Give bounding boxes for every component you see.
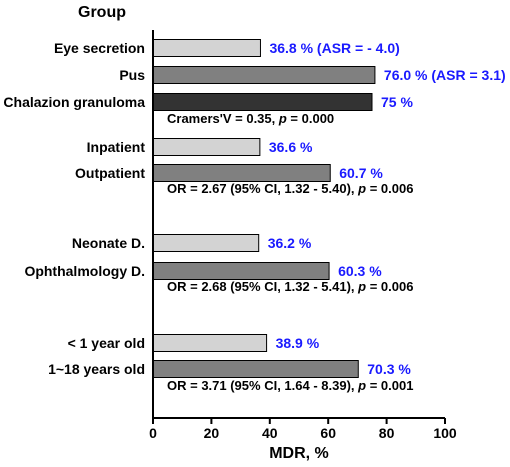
bar — [152, 66, 376, 84]
x-ticks-layer: 0 20 40 60 80 100 — [149, 418, 457, 441]
bar — [152, 164, 331, 182]
bar — [152, 39, 261, 57]
value-label: 60.7 % — [339, 165, 383, 181]
category-label: Chalazion granuloma — [3, 94, 145, 110]
bars-layer — [152, 39, 376, 378]
category-label: Inpatient — [87, 139, 146, 155]
bar — [152, 234, 260, 252]
value-label: 60.3 % — [338, 263, 382, 279]
bar — [152, 93, 373, 111]
category-label: Eye secretion — [54, 40, 145, 56]
stat-annotation: OR = 2.67 (95% CI, 1.32 - 5.40), p = 0.0… — [167, 181, 413, 196]
stat-annotation: Cramers'V = 0.35, p = 0.000 — [167, 111, 334, 126]
bar — [152, 334, 268, 352]
x-tick-label: 40 — [262, 425, 278, 441]
category-label: < 1 year old — [68, 335, 145, 351]
value-label: 36.8 % (ASR = - 4.0) — [269, 40, 399, 56]
chart-title: Group — [78, 4, 126, 21]
category-label: Neonate D. — [72, 235, 145, 251]
labels-layer: Eye secretion 36.8 % (ASR = - 4.0) Pus 76.0… — [3, 40, 505, 393]
bar — [152, 262, 330, 280]
value-label: 36.6 % — [269, 139, 313, 155]
x-tick-label: 100 — [433, 425, 457, 441]
stat-annotation: OR = 3.71 (95% CI, 1.64 - 8.39), p = 0.0… — [167, 378, 413, 393]
value-label: 70.3 % — [367, 361, 411, 377]
value-label: 75 % — [381, 94, 413, 110]
x-axis-title: MDR, % — [269, 445, 329, 462]
bar — [152, 360, 359, 378]
x-tick-label: 20 — [204, 425, 220, 441]
category-label: Outpatient — [75, 165, 145, 181]
category-label: Pus — [119, 67, 145, 83]
value-label: 38.9 % — [276, 335, 320, 351]
value-label: 76.0 % (ASR = 3.1) — [384, 67, 506, 83]
category-label: Ophthalmology D. — [24, 263, 145, 279]
x-tick-label: 60 — [320, 425, 336, 441]
x-tick-label: 80 — [379, 425, 395, 441]
stat-annotation: OR = 2.68 (95% CI, 1.32 - 5.41), p = 0.0… — [167, 279, 413, 294]
value-label: 36.2 % — [268, 235, 312, 251]
x-tick-label: 0 — [149, 425, 157, 441]
category-label: 1~18 years old — [48, 361, 145, 377]
bar — [152, 138, 261, 156]
